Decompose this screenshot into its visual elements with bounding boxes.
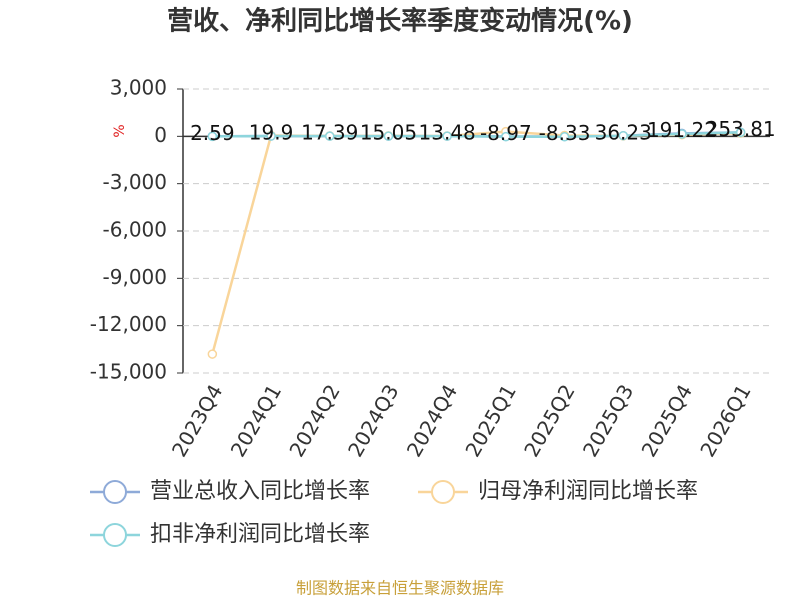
- y-tick-label: -3,000: [103, 170, 167, 194]
- series-line: [211, 130, 741, 355]
- data-label: 17.39: [301, 121, 358, 145]
- data-point: [266, 131, 276, 141]
- data-label: -8.33: [539, 121, 591, 145]
- data-label: 2.59: [190, 121, 235, 145]
- legend-marker: [103, 523, 127, 547]
- x-tick-label: 2025Q2: [519, 380, 579, 461]
- chart-title: 营收、净利同比增长率季度变动情况(%): [167, 6, 633, 37]
- x-tick-label: 2023Q4: [167, 380, 227, 461]
- data-point: [677, 129, 687, 139]
- legend-marker: [103, 480, 127, 504]
- data-label: 15.05: [360, 121, 417, 145]
- x-tick-label: 2024Q1: [226, 380, 286, 461]
- data-point: [618, 130, 628, 141]
- data-point: [501, 131, 511, 142]
- data-point: [383, 131, 394, 141]
- legend-label: 归母净利润同比增长率: [478, 479, 698, 504]
- x-tick-label: 2025Q3: [578, 380, 638, 461]
- y-tick-label: -15,000: [90, 360, 167, 384]
- data-point: [325, 131, 335, 141]
- legend-label: 扣非净利润同比增长率: [150, 522, 370, 547]
- y-tick-label: 0: [154, 123, 167, 147]
- data-label: 191.22: [647, 118, 717, 142]
- legend-marker: [431, 480, 455, 504]
- data-label: 253.81: [706, 117, 776, 141]
- data-point: [207, 131, 218, 142]
- x-tick-label: 2025Q1: [460, 380, 520, 461]
- y-tick-label: -6,000: [103, 218, 167, 242]
- y-axis-label: %: [112, 124, 128, 137]
- x-tick-label: 2024Q3: [343, 380, 403, 461]
- data-point: [207, 349, 218, 359]
- data-label: 19.9: [249, 121, 294, 145]
- data-point: [735, 127, 746, 138]
- x-tick-label: 2025Q4: [637, 380, 697, 461]
- data-label: -8.97: [480, 121, 532, 145]
- data-point: [559, 132, 570, 142]
- legend-label: 营业总收入同比增长率: [150, 479, 370, 504]
- y-tick-label: -9,000: [103, 265, 167, 289]
- data-label: 13.48: [419, 121, 476, 145]
- source-note: 制图数据来自恒生聚源数据库: [296, 579, 504, 598]
- data-label: 36.23: [595, 120, 652, 144]
- x-tick-label: 2024Q2: [284, 380, 344, 461]
- series-line: [212, 131, 741, 139]
- y-tick-label: -12,000: [90, 312, 167, 336]
- x-tick-label: 2024Q4: [402, 380, 462, 461]
- data-point: [442, 131, 452, 141]
- x-tick-label: 2026Q1: [695, 380, 755, 461]
- y-tick-label: 3,000: [110, 76, 167, 100]
